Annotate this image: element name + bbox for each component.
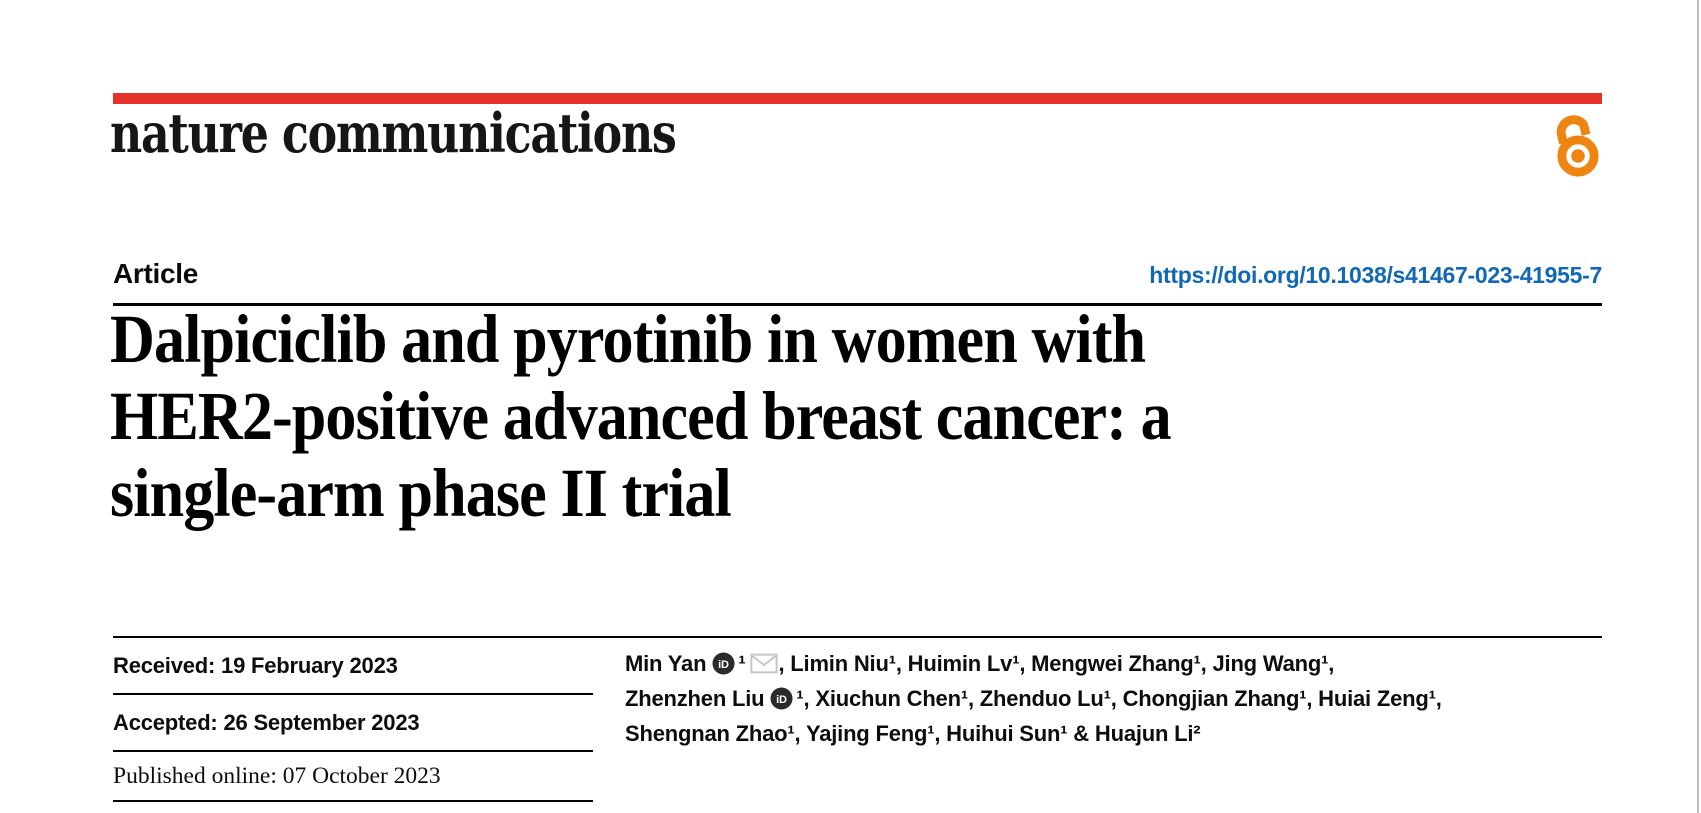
journal-logo: nature communications <box>110 101 677 165</box>
article-title-line-1: Dalpiciclib and pyrotinib in women with <box>110 301 1146 377</box>
author-affiliation-sup: ¹ <box>738 651 746 676</box>
article-dates-column: Received: 19 February 2023 Accepted: 26 … <box>113 638 593 802</box>
author-name: Min Yan <box>625 651 707 676</box>
author-line-1: Min Yan iD ¹ , Limin Niu¹, Huimin Lv¹, Meng… <box>625 646 1590 681</box>
accepted-date: Accepted: 26 September 2023 <box>113 695 593 752</box>
author-affiliation-sup: ¹ <box>796 686 804 711</box>
author-names: , Limin Niu¹, Huimin Lv¹, Mengwei Zhang¹… <box>778 651 1335 676</box>
page-right-edge <box>1697 0 1699 813</box>
article-header-row: Article https://doi.org/10.1038/s41467-0… <box>113 258 1602 290</box>
doi-link[interactable]: https://doi.org/10.1038/s41467-023-41955… <box>1149 262 1602 288</box>
article-title: Dalpiciclib and pyrotinib in women with … <box>110 301 1172 532</box>
svg-text:iD: iD <box>719 659 730 671</box>
author-list: Min Yan iD ¹ , Limin Niu¹, Huimin Lv¹, Meng… <box>625 646 1590 751</box>
email-envelope-icon[interactable] <box>750 653 779 674</box>
orcid-icon[interactable]: iD <box>712 652 735 675</box>
author-line-2: Zhenzhen Liu iD ¹, Xiuchun Chen¹, Zhenduo … <box>625 681 1590 716</box>
published-date: Published online: 07 October 2023 <box>113 752 593 802</box>
svg-text:iD: iD <box>777 694 788 706</box>
open-access-icon[interactable] <box>1554 105 1602 181</box>
author-names: , Xiuchun Chen¹, Zhenduo Lu¹, Chongjian … <box>803 686 1442 711</box>
article-type-label: Article <box>113 258 199 289</box>
orcid-icon[interactable]: iD <box>770 687 793 710</box>
author-line-3: Shengnan Zhao¹, Yajing Feng¹, Huihui Sun… <box>625 721 1201 746</box>
meta-top-rule <box>113 636 1602 638</box>
brand-red-bar <box>113 93 1602 104</box>
received-date: Received: 19 February 2023 <box>113 638 593 695</box>
header-divider-rule <box>113 303 1602 306</box>
article-title-line-2: HER2-positive advanced breast cancer: a <box>110 378 1172 454</box>
article-title-line-3: single-arm phase II trial <box>110 455 732 531</box>
author-name: Zhenzhen Liu <box>625 686 765 711</box>
